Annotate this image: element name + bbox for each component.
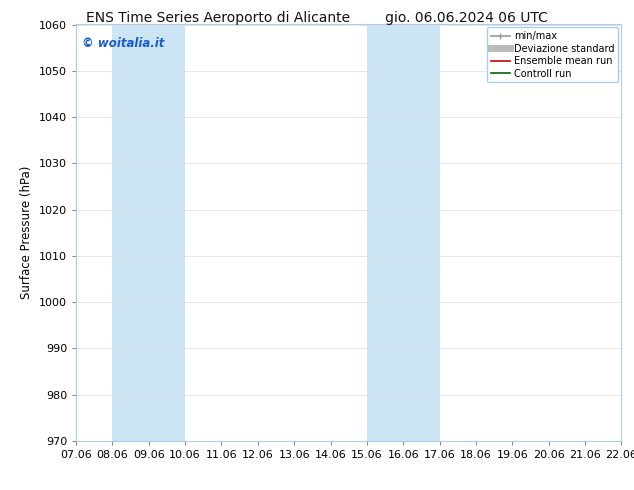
Bar <box>112 24 185 441</box>
Text: ENS Time Series Aeroporto di Alicante        gio. 06.06.2024 06 UTC: ENS Time Series Aeroporto di Alicante gi… <box>86 11 548 25</box>
Text: © woitalia.it: © woitalia.it <box>82 37 164 50</box>
Legend: min/max, Deviazione standard, Ensemble mean run, Controll run: min/max, Deviazione standard, Ensemble m… <box>487 27 618 82</box>
Bar <box>367 24 439 441</box>
Y-axis label: Surface Pressure (hPa): Surface Pressure (hPa) <box>20 166 34 299</box>
